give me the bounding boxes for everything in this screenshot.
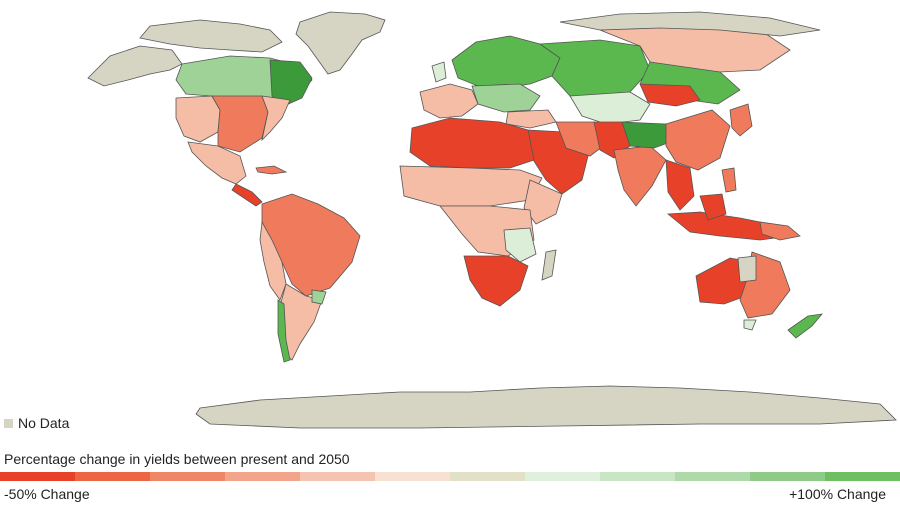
legend-scale-segment <box>750 472 825 481</box>
region-central-america <box>231 183 263 207</box>
legend-scale-segment <box>450 472 525 481</box>
legend-scale-segment <box>675 472 750 481</box>
region-new-zealand <box>787 313 823 339</box>
region-eastern-canada <box>269 59 313 107</box>
region-antarctica <box>195 385 897 429</box>
region-philippines <box>721 167 737 193</box>
region-horn-of-africa <box>523 179 563 225</box>
region-uk <box>431 61 447 83</box>
no-data-swatch <box>4 418 13 428</box>
region-madagascar <box>541 249 557 281</box>
region-kazakhstan <box>569 91 651 125</box>
region-korea-japan <box>729 103 753 137</box>
world-yield-map <box>87 11 897 429</box>
region-southern-africa <box>463 255 529 307</box>
legend-scale-segment <box>225 472 300 481</box>
region-borneo <box>699 193 727 221</box>
region-western-europe <box>419 83 479 119</box>
region-central-europe <box>471 83 541 113</box>
region-tibet <box>621 121 677 149</box>
region-usa-east <box>261 95 291 142</box>
legend-scale-segment <box>75 472 150 481</box>
legend-scale-segment <box>0 472 75 481</box>
region-russia-far-north <box>559 11 821 37</box>
region-mongolia <box>639 83 701 107</box>
region-usa-central <box>211 95 269 153</box>
region-sahel <box>399 165 543 207</box>
legend-color-scale <box>0 472 900 481</box>
region-indochina <box>665 159 695 211</box>
no-data-label: No Data <box>18 415 70 431</box>
legend-scale-segment <box>825 472 900 481</box>
legend-max-label: +100% Change <box>789 486 886 502</box>
region-caribbean <box>255 165 288 175</box>
region-tasmania <box>743 319 757 331</box>
region-new-guinea <box>759 221 801 241</box>
legend-scale-segment <box>600 472 675 481</box>
region-iran <box>555 121 607 157</box>
region-turkey <box>505 109 557 129</box>
no-data-legend: No Data <box>4 415 69 431</box>
region-east-africa <box>503 227 537 263</box>
legend-title: Percentage change in yields between pres… <box>4 451 350 467</box>
legend-scale-segment <box>525 472 600 481</box>
region-usa-west <box>175 95 221 143</box>
region-china-east <box>665 109 731 171</box>
region-australia-center <box>737 255 757 283</box>
region-arctic-islands <box>139 19 283 53</box>
legend-scale-segment <box>150 472 225 481</box>
legend-scale-segment <box>300 472 375 481</box>
legend-min-label: -50% Change <box>4 486 90 502</box>
region-alaska <box>87 45 183 87</box>
region-greenland <box>295 11 386 75</box>
region-india <box>613 145 667 207</box>
region-russia-west <box>538 39 651 101</box>
region-andes <box>259 220 287 301</box>
region-north-africa <box>409 117 535 169</box>
region-uruguay <box>311 289 327 305</box>
region-chile <box>277 299 291 363</box>
legend-scale-segment <box>375 472 450 481</box>
